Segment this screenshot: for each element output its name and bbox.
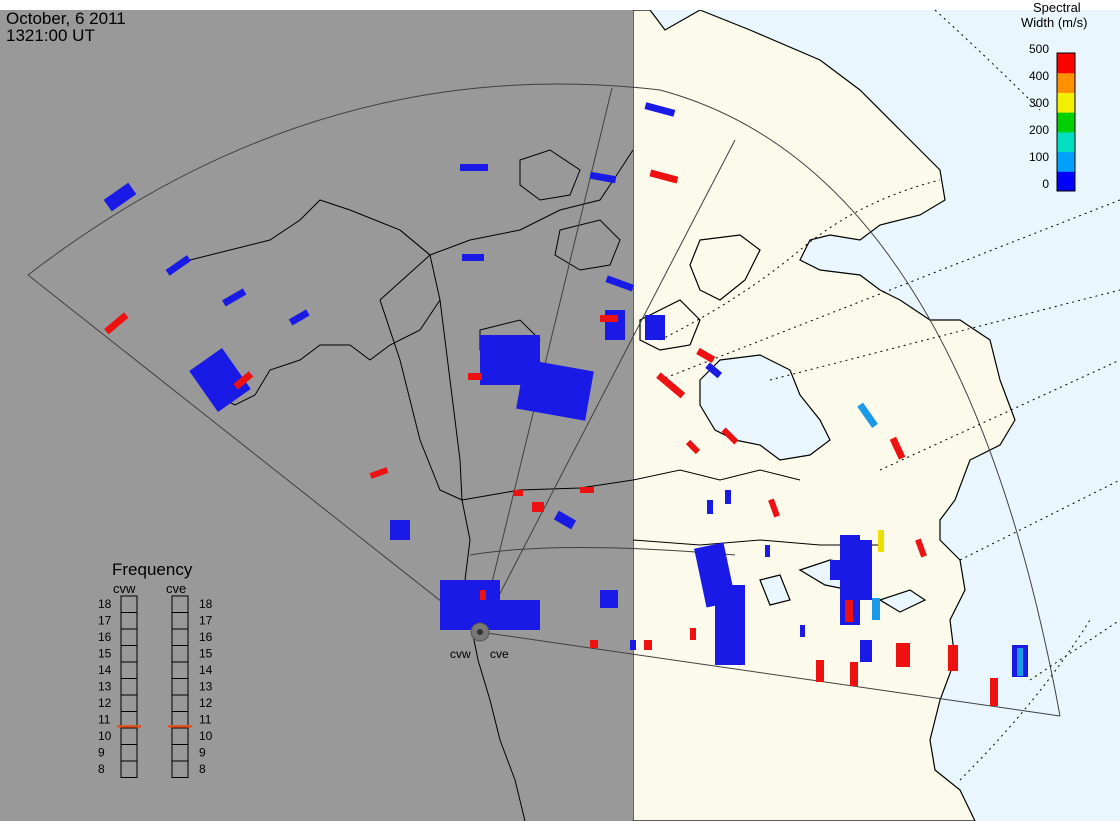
colorbar-segment [1057, 112, 1075, 133]
frequency-level-label: 14 [199, 663, 213, 677]
colorbar: Spectral Width (m/s) 500 400 300 200 100 0 [1021, 0, 1087, 192]
colorbar-segment [1057, 72, 1075, 93]
frequency-level-label: 12 [199, 696, 213, 710]
colorbar-tick-label: 0 [1042, 177, 1049, 191]
frequency-level-label: 10 [98, 729, 112, 743]
frequency-level-label: 13 [98, 680, 112, 694]
echoes-red [104, 169, 998, 706]
time-label: 1321:00 UT [6, 26, 95, 45]
frequency-level-label: 14 [98, 663, 112, 677]
site-label-west: cvw [450, 647, 471, 661]
frequency-level-label: 17 [199, 614, 213, 628]
colorbar-title-2: Width (m/s) [1021, 15, 1087, 30]
frequency-ladder [120, 595, 138, 778]
colorbar-segment [1057, 92, 1075, 113]
frequency-title: Frequency [112, 560, 193, 579]
field-of-view [27, 83, 1061, 717]
frequency-level-label: 17 [98, 614, 112, 628]
frequency-level-label: 18 [199, 597, 213, 611]
frequency-level-label: 8 [98, 762, 105, 776]
frequency-level-label: 16 [199, 630, 213, 644]
date-label: October, 6 2011 [6, 9, 126, 28]
colorbar-tick-label: 200 [1029, 123, 1049, 137]
colorbar-segment [1057, 131, 1075, 153]
frequency-level-label: 11 [199, 713, 212, 727]
echoes-blue [103, 102, 1028, 677]
frequency-level-label: 15 [98, 647, 112, 661]
frequency-level-label: 10 [199, 729, 213, 743]
night-side [0, 10, 633, 821]
colorbar-tick-label: 100 [1029, 150, 1049, 164]
frequency-level-label: 8 [199, 762, 206, 776]
colorbar-segment [1057, 53, 1075, 74]
colorbar-title-1: Spectral [1033, 0, 1081, 15]
frequency-panel: Frequency cvw cve 18 17 16 15 14 13 12 11 10 9 8 18… [98, 560, 213, 778]
frequency-level-label: 9 [199, 746, 206, 760]
colorbar-segment [1057, 171, 1075, 192]
frequency-ladder [171, 595, 189, 778]
frequency-level-label: 15 [199, 647, 213, 661]
echoes-yellow [878, 530, 884, 552]
frequency-level-label: 12 [98, 696, 112, 710]
frequency-level-label: 13 [199, 680, 213, 694]
frequency-level-label: 9 [98, 746, 105, 760]
colorbar-segment [1057, 151, 1075, 172]
top-band [0, 0, 1120, 10]
graticule [659, 9, 1120, 781]
colorbar-tick-label: 400 [1029, 69, 1049, 83]
colorbar-tick-label: 300 [1029, 96, 1049, 110]
radar-name-east: cve [166, 581, 186, 596]
colorbar-tick-label: 500 [1029, 42, 1049, 56]
frequency-level-label: 18 [98, 597, 112, 611]
site-label-east: cve [490, 647, 509, 661]
frequency-level-label: 16 [98, 630, 112, 644]
echoes-cyan [857, 402, 1023, 676]
radar-name-west: cvw [113, 581, 136, 596]
frequency-level-label: 11 [98, 713, 111, 727]
